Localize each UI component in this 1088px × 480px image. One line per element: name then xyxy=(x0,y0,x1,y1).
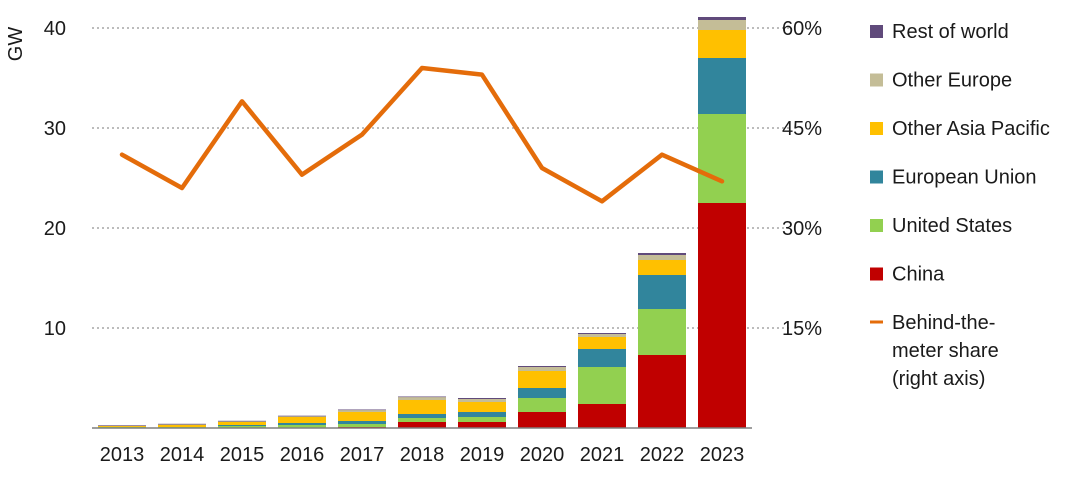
bar-segment-other-europe xyxy=(398,397,446,400)
bar-segment-rest-of-world xyxy=(458,398,506,399)
bar-segment-other-asia-pacific xyxy=(578,337,626,349)
bar-segment-rest-of-world xyxy=(398,396,446,398)
x-tick-label: 2021 xyxy=(580,444,625,466)
y-tick-label: 40 xyxy=(44,18,66,40)
x-tick-label: 2015 xyxy=(220,444,265,466)
bar-segment-other-asia-pacific xyxy=(398,400,446,414)
legend-swatch xyxy=(870,170,883,184)
bar-segment-rest-of-world xyxy=(638,253,686,255)
bar-segment-united-states xyxy=(218,426,266,428)
x-tick-label: 2023 xyxy=(700,444,745,466)
bar-segment-other-asia-pacific xyxy=(638,260,686,275)
bar-segment-other-europe xyxy=(458,399,506,402)
bar-segment-china xyxy=(698,203,746,428)
bar-segment-united-states xyxy=(458,417,506,422)
bar-segment-european-union xyxy=(278,423,326,425)
bar-segment-other-europe xyxy=(698,20,746,30)
bar-segment-other-asia-pacific xyxy=(218,422,266,425)
bar-segment-rest-of-world xyxy=(98,425,146,426)
y2-tick-label: 45% xyxy=(782,118,822,140)
bar-segment-european-union xyxy=(698,58,746,114)
bar-segment-european-union xyxy=(518,388,566,398)
x-tick-label: 2020 xyxy=(520,444,565,466)
y-tick-label: 10 xyxy=(44,318,66,340)
y2-tick-labels: 15% 30% 45% 60% xyxy=(782,18,822,340)
bar-segment-european-union xyxy=(338,421,386,424)
bar-segment-other-europe xyxy=(338,410,386,412)
bar-segment-china xyxy=(518,412,566,428)
bar-segment-united-states xyxy=(278,425,326,428)
bar-segment-other-asia-pacific xyxy=(98,426,146,427)
legend-label: China xyxy=(892,264,945,286)
share-line xyxy=(119,65,725,204)
bars xyxy=(98,17,746,428)
y2-tick-label: 15% xyxy=(782,318,822,340)
x-tick-label: 2017 xyxy=(340,444,385,466)
bar-segment-european-union xyxy=(578,349,626,367)
bar-segment-china xyxy=(398,422,446,428)
bar-segment-other-asia-pacific xyxy=(698,30,746,58)
legend: Rest of world Other Europe Other Asia Paci… xyxy=(870,21,1050,390)
bar-segment-european-union xyxy=(638,275,686,309)
x-tick-label: 2014 xyxy=(160,444,205,466)
legend-swatch xyxy=(870,122,883,135)
y2-tick-label: 60% xyxy=(782,18,822,40)
bar-segment-other-asia-pacific xyxy=(458,402,506,412)
bar-segment-other-europe xyxy=(638,255,686,260)
bar-segment-china xyxy=(638,355,686,428)
bar-segment-rest-of-world xyxy=(158,423,206,425)
y2-tick-label: 30% xyxy=(782,218,822,240)
x-tick-label: 2019 xyxy=(460,444,505,466)
bar-segment-united-states xyxy=(638,309,686,355)
bar-segment-china xyxy=(578,404,626,428)
legend-label: Behind-the- xyxy=(892,312,995,334)
bar-segment-other-asia-pacific xyxy=(278,417,326,423)
x-tick-label: 2016 xyxy=(280,444,325,466)
bar-segment-rest-of-world xyxy=(338,409,386,411)
bar-segment-other-asia-pacific xyxy=(338,412,386,421)
x-tick-labels: 2013 2014 2015 2016 2017 2018 2019 2020 2021 2022… xyxy=(100,444,745,466)
bar-segment-united-states xyxy=(698,114,746,203)
legend-swatch xyxy=(870,267,883,281)
x-tick-label: 2018 xyxy=(400,444,445,466)
legend-label: Rest of world xyxy=(892,21,1009,43)
bar-segment-european-union xyxy=(218,425,266,426)
bar-segment-china xyxy=(458,422,506,428)
bar-segment-european-union xyxy=(398,414,446,418)
bar-segment-rest-of-world xyxy=(278,415,326,417)
legend-label: Other Europe xyxy=(892,70,1012,92)
bar-segment-other-europe xyxy=(518,367,566,371)
bar-segment-other-europe xyxy=(158,424,206,425)
bar-segment-rest-of-world xyxy=(698,17,746,20)
bar-segment-other-asia-pacific xyxy=(518,371,566,388)
bar-segment-united-states xyxy=(578,367,626,404)
legend-label: meter share xyxy=(892,340,999,362)
bar-segment-other-europe xyxy=(278,416,326,417)
bar-segment-united-states xyxy=(338,424,386,427)
bar-segment-european-union xyxy=(458,412,506,417)
legend-label: European Union xyxy=(892,167,1037,189)
legend-swatch xyxy=(870,25,883,38)
legend-swatch xyxy=(870,73,883,87)
legend-label: (right axis) xyxy=(892,368,985,390)
x-tick-label: 2013 xyxy=(100,444,145,466)
y-axis-label: GW xyxy=(5,27,27,62)
bar-segment-other-asia-pacific xyxy=(158,425,206,427)
bar-segment-other-europe xyxy=(218,421,266,422)
y-tick-labels: 10 20 30 40 xyxy=(44,18,66,340)
y-tick-label: 30 xyxy=(44,118,66,140)
legend-swatch xyxy=(870,219,883,232)
x-tick-label: 2022 xyxy=(640,444,685,466)
bar-segment-rest-of-world xyxy=(578,333,626,334)
bar-segment-other-europe xyxy=(578,334,626,337)
bar-segment-rest-of-world xyxy=(518,366,566,367)
bar-segment-rest-of-world xyxy=(218,420,266,422)
y-tick-label: 20 xyxy=(44,218,66,240)
bar-segment-united-states xyxy=(518,398,566,412)
legend-label: United States xyxy=(892,215,1012,237)
bar-segment-united-states xyxy=(398,418,446,422)
share-line-path xyxy=(119,65,725,204)
legend-label: Other Asia Pacific xyxy=(892,118,1050,140)
